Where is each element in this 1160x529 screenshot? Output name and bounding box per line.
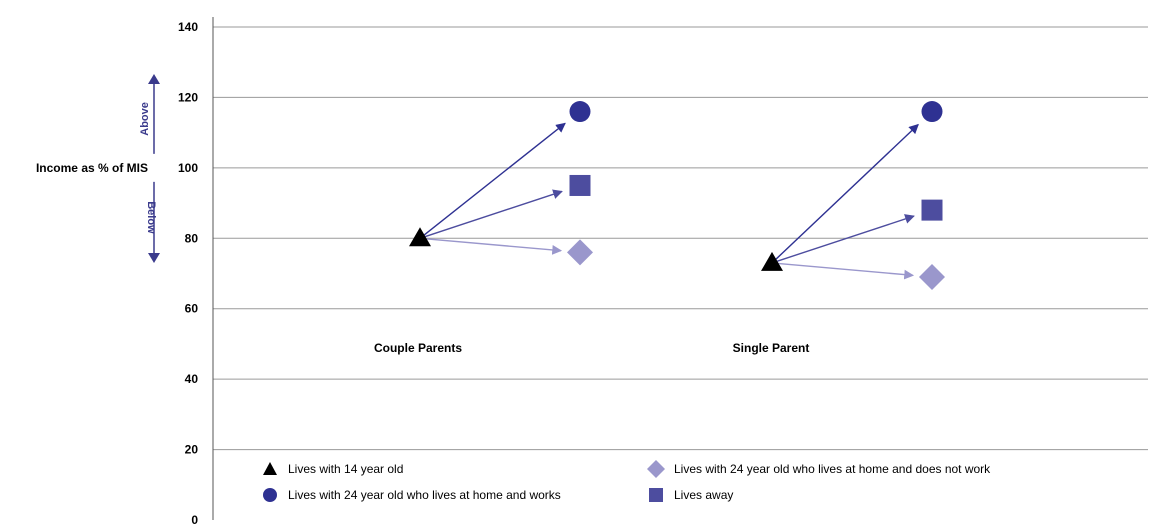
point-0-lives_away — [569, 174, 591, 196]
arrows — [419, 122, 919, 280]
y-tick-label-100: 100 — [178, 161, 198, 175]
group-labels: Couple Parents Single Parent — [374, 341, 809, 355]
legend-label-lives_with_14: Lives with 14 year old — [288, 462, 403, 476]
arrow-0-lives_with_24_works — [419, 122, 566, 239]
arrow-0-lives_with_24_not_working — [419, 237, 563, 255]
group-label-1: Single Parent — [733, 341, 810, 355]
point-1-lives_with_24_not_working — [919, 264, 945, 291]
group-label-0: Couple Parents — [374, 341, 462, 355]
arrow-0-lives_away — [419, 189, 563, 239]
legend-marker-lives_with_24_works — [263, 488, 277, 502]
y-tick-label-0: 0 — [191, 513, 198, 527]
y-tick-label-80: 80 — [185, 231, 199, 245]
above-below-indicator: Above Below — [139, 74, 160, 263]
above-arrow-head — [148, 74, 160, 84]
arrow-1-lives_with_24_not_working — [771, 262, 915, 280]
y-axis-label: Income as % of MIS — [36, 161, 148, 175]
y-tick-label-40: 40 — [185, 372, 199, 386]
legend-label-lives_with_24_works: Lives with 24 year old who lives at home… — [288, 488, 561, 502]
gridlines — [213, 26, 1148, 451]
y-tick-label-140: 140 — [178, 20, 198, 34]
point-1-lives_away — [921, 199, 943, 221]
point-0-lives_with_14 — [409, 227, 431, 247]
below-arrow-head — [148, 253, 160, 263]
legend-marker-lives_with_14 — [263, 462, 277, 475]
below-label: Below — [145, 201, 157, 234]
arrow-1-lives_away — [771, 214, 915, 264]
legend-marker-lives_away — [649, 488, 663, 502]
above-label: Above — [139, 102, 151, 136]
legend-marker-lives_with_24_not_working — [647, 460, 665, 478]
y-axis-ticks: 0 20 40 60 80 100 120 140 — [178, 20, 198, 527]
point-1-lives_with_14 — [761, 251, 783, 271]
legend: Lives with 14 year old Lives with 24 year… — [263, 460, 991, 502]
point-0-lives_with_24_not_working — [567, 239, 593, 266]
y-tick-label-120: 120 — [178, 90, 198, 104]
arrow-1-lives_with_24_works — [771, 123, 919, 264]
y-tick-label-60: 60 — [185, 302, 199, 316]
data-points — [409, 101, 945, 291]
y-tick-label-20: 20 — [185, 443, 199, 457]
legend-label-lives_away: Lives away — [674, 488, 733, 502]
point-0-lives_with_24_works — [569, 101, 591, 123]
legend-label-lives_with_24_not_working: Lives with 24 year old who lives at home… — [674, 462, 991, 476]
point-1-lives_with_24_works — [921, 101, 943, 123]
